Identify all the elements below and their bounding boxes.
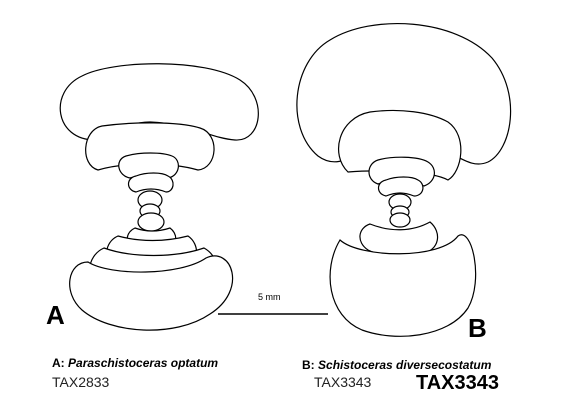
caption-b-species: B: Schistoceras diversecostatum [302,359,491,371]
caption-a-species-name: Paraschistoceras optatum [68,356,219,370]
specimen-a-inner-whorl-3 [137,212,165,232]
specimen-a-lower-outer-whorl [69,255,234,331]
scale-bar-label: 5 mm [258,292,281,302]
panel-label-b: B [468,313,487,343]
specimen-b-upper-whorl-4 [377,176,424,197]
specimen-b-inner-whorl-3 [389,212,411,228]
caption-a-species: A: Paraschistoceras optatum [52,357,218,369]
panel-label-a: A [46,300,65,330]
caption-b-specimen-id: TAX3343 [314,374,372,390]
caption-b-species-name: Schistoceras diversecostatum [318,358,492,372]
specimen-a-upper-outer-whorl [59,63,259,141]
caption-a-specimen-id: TAX2833 [52,374,110,390]
specimen-b-lower-outer-whorl [329,234,477,337]
caption-a-prefix: A: [52,356,65,370]
caption-b-prefix: B: [302,358,315,372]
specimen-a-upper-whorl-4 [127,172,174,193]
specimen-a-cross-section [59,63,259,331]
caption-b-specimen-id-bold: TAX3343 [416,372,500,394]
specimen-b-cross-section [296,22,512,337]
